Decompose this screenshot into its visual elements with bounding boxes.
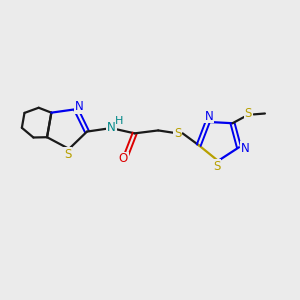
Text: O: O	[119, 152, 128, 166]
Text: N: N	[205, 110, 214, 122]
Text: N: N	[107, 121, 116, 134]
Text: H: H	[115, 116, 123, 126]
Text: N: N	[75, 100, 84, 113]
Text: S: S	[245, 107, 252, 120]
Text: S: S	[213, 160, 220, 173]
Text: S: S	[64, 148, 71, 161]
Text: S: S	[174, 127, 181, 140]
Text: N: N	[241, 142, 250, 155]
